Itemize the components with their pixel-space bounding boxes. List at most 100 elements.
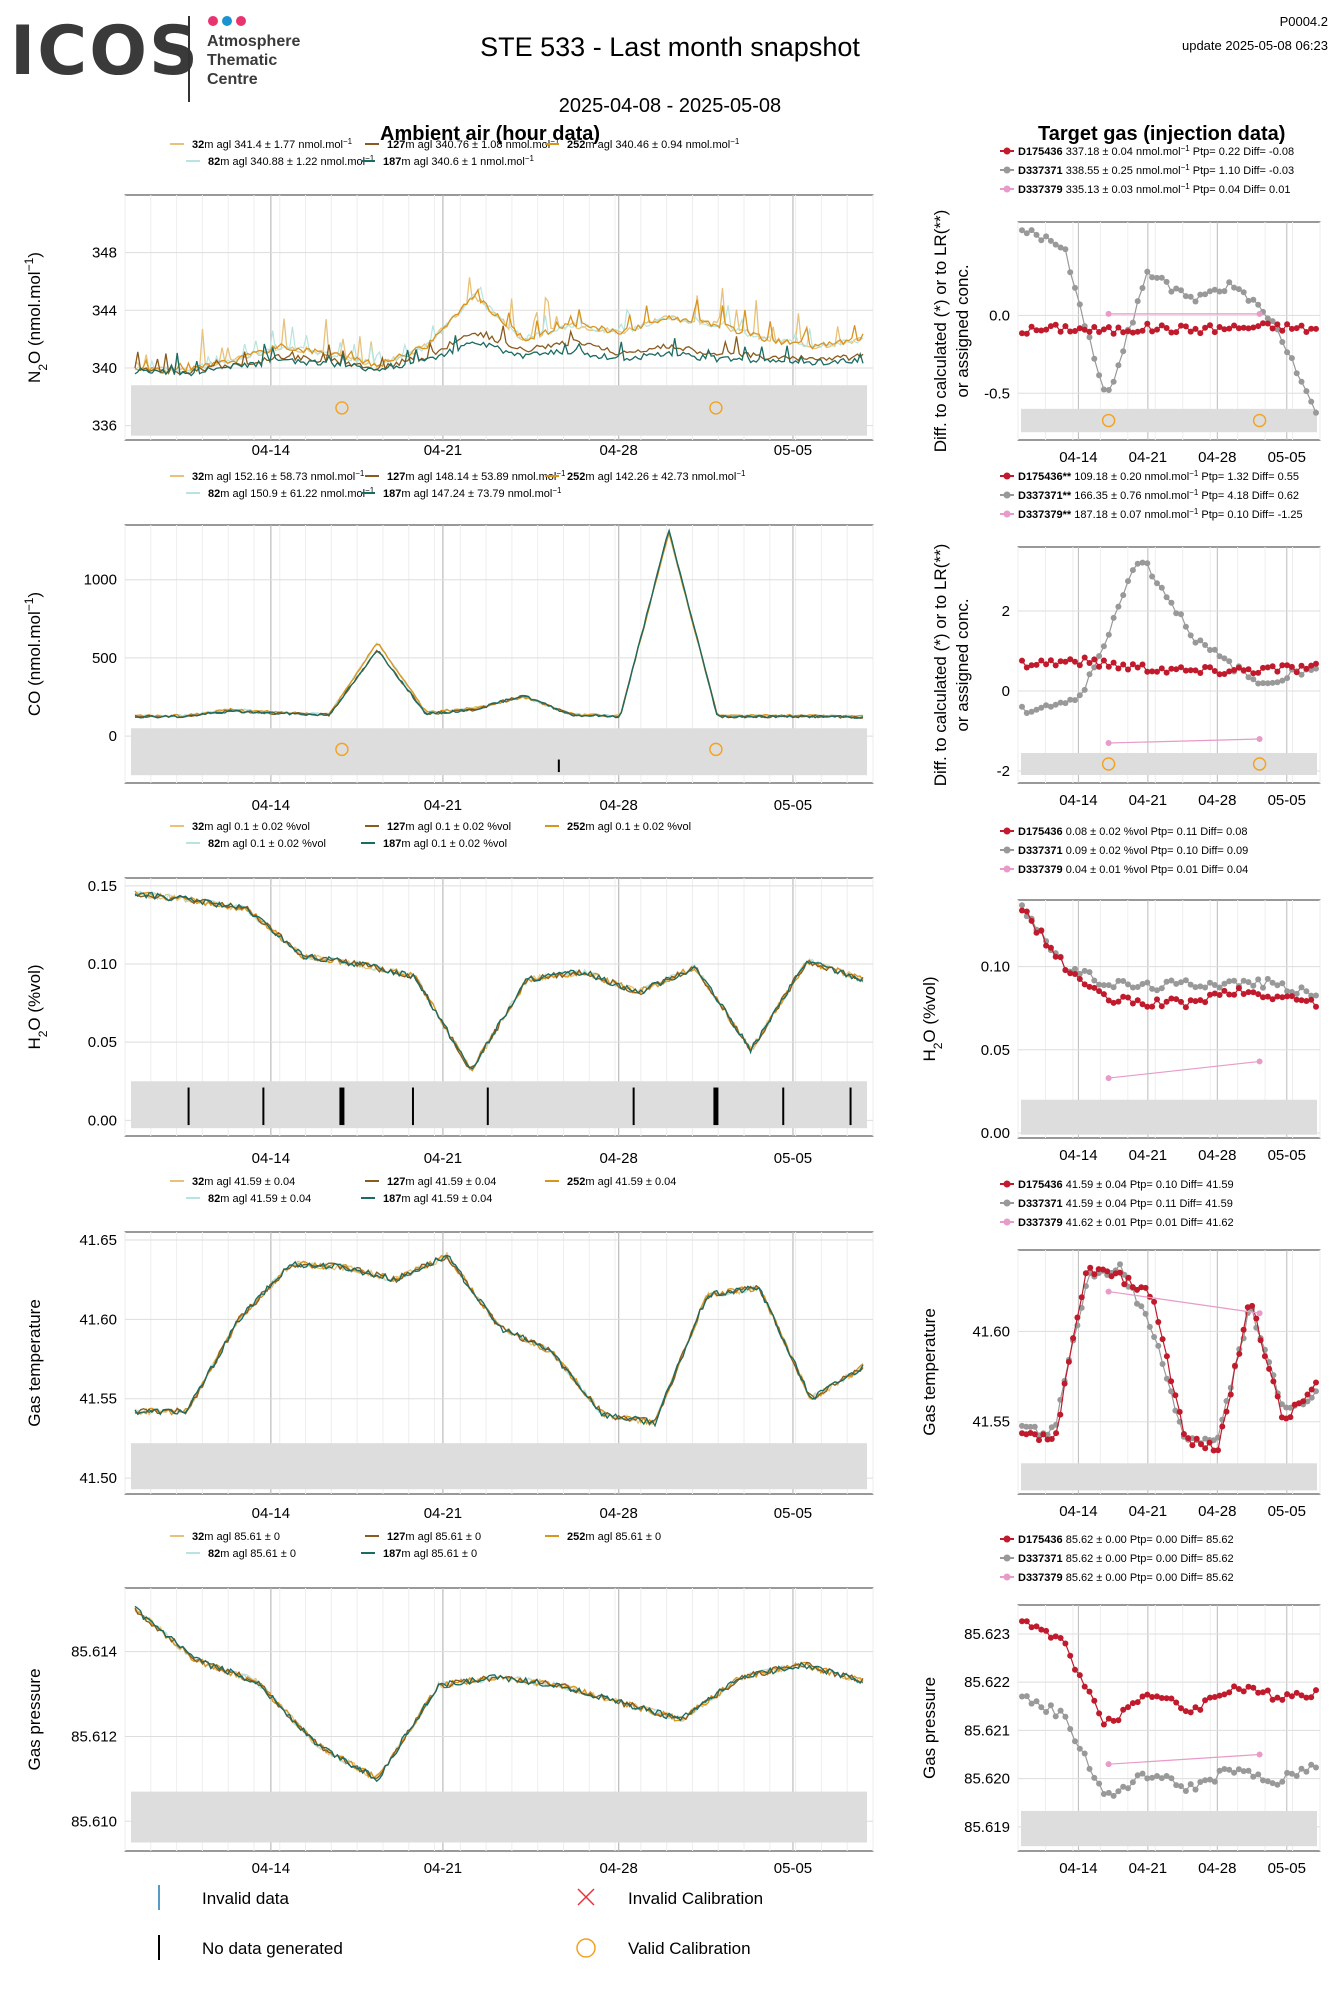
target-point — [1182, 977, 1189, 984]
valid-calibration-marker — [1252, 413, 1267, 428]
target-point — [1062, 967, 1069, 973]
target-point — [1091, 1271, 1098, 1278]
target-point — [1139, 1001, 1146, 1008]
legend-point — [1003, 1199, 1011, 1207]
target-point — [1270, 1378, 1277, 1385]
target-point — [1115, 977, 1122, 984]
target-point — [1110, 378, 1117, 385]
target-point — [1159, 1361, 1166, 1367]
target-point — [1250, 989, 1257, 996]
logo-dots-icon — [208, 16, 246, 26]
target-point — [1284, 662, 1291, 669]
target-point — [1033, 1698, 1040, 1705]
target-point — [1227, 1384, 1234, 1391]
y-tick-label: 0.10 — [88, 956, 117, 973]
target-point — [1240, 289, 1247, 296]
target-point — [1048, 1424, 1055, 1431]
page-code: P0004.2 — [1279, 14, 1328, 29]
target-point — [1313, 1764, 1319, 1771]
target-point — [1062, 658, 1069, 665]
target-point — [1057, 328, 1064, 335]
no-data-band — [1021, 408, 1317, 433]
target-point — [1274, 679, 1281, 686]
target-point — [1308, 1761, 1315, 1768]
target-point — [1086, 660, 1093, 666]
target-point — [1019, 227, 1025, 234]
target-plot-frame — [1017, 899, 1321, 1139]
target-point — [1052, 662, 1059, 669]
y-tick-label: 0.00 — [88, 1112, 117, 1129]
target-point — [1284, 988, 1291, 995]
target-point — [1187, 328, 1194, 335]
x-tick-label: 04-21 — [424, 1150, 462, 1167]
target-point — [1236, 1350, 1243, 1357]
y-tick-label: 0.10 — [981, 959, 1010, 976]
target-point — [1308, 667, 1315, 673]
target-point — [1187, 632, 1194, 639]
target-legend-entry: D337371 0.09 ± 0.02 %vol Ptp= 0.10 Diff=… — [1018, 845, 1248, 857]
target-point — [1117, 1269, 1123, 1276]
target-point — [1308, 992, 1315, 999]
target-legend-entry: D337371** 166.35 ± 0.76 nmol.mol−1 Ptp= … — [1018, 488, 1299, 503]
target-point — [1091, 656, 1098, 663]
target-point — [1303, 1694, 1310, 1701]
target-y-label: or assigned conc. — [953, 264, 972, 397]
target-point — [1125, 328, 1131, 335]
ambient-legend-entry: 252m agl 142.26 ± 42.73 nmol.mol−1 — [567, 469, 746, 484]
y-tick-label: 0.05 — [88, 1034, 117, 1051]
target-point — [1125, 1704, 1131, 1711]
target-point — [1072, 971, 1078, 977]
target-point — [1067, 1652, 1074, 1659]
target-point — [1125, 1274, 1132, 1281]
x-tick-label: 05-05 — [774, 1505, 812, 1522]
ambient-y-label: Gas pressure — [25, 1668, 44, 1770]
ambient-legend-entry: 252m agl 340.46 ± 0.94 nmol.mol−1 — [567, 137, 740, 152]
target-point — [1182, 293, 1189, 300]
target-point — [1231, 322, 1238, 329]
target-point — [1168, 1378, 1175, 1385]
target-point — [1120, 348, 1127, 355]
target-point — [1284, 349, 1291, 356]
target-point — [1105, 1761, 1112, 1768]
target-point — [1057, 658, 1064, 665]
target-point — [1100, 386, 1107, 393]
legend-point — [1003, 827, 1011, 835]
no-data-band — [1021, 1463, 1317, 1491]
target-point — [1120, 592, 1127, 599]
target-point — [1139, 661, 1146, 668]
x-tick-label: 04-21 — [1129, 792, 1167, 809]
target-point — [1038, 1704, 1045, 1711]
target-point — [1288, 355, 1295, 362]
ambient-legend-entry: 187m agl 0.1 ± 0.02 %vol — [383, 838, 507, 850]
target-point — [1149, 1003, 1156, 1010]
target-point — [1081, 967, 1088, 974]
target-point — [1250, 1773, 1257, 1780]
target-point — [1293, 370, 1300, 377]
target-point — [1187, 1781, 1194, 1788]
target-point — [1192, 1704, 1199, 1711]
y-tick-label: 0 — [1002, 683, 1010, 700]
x-tick-label: 04-28 — [599, 797, 637, 814]
target-point — [1298, 662, 1305, 669]
target-y-label: Diff. to calculated (*) or to LR(**) — [931, 544, 950, 787]
target-point — [1023, 710, 1030, 716]
target-point — [1293, 325, 1300, 332]
target-point — [1052, 1633, 1059, 1640]
target-point — [1163, 594, 1170, 601]
target-point — [1096, 981, 1103, 988]
target-point — [1115, 362, 1122, 369]
y-tick-label: 0.05 — [981, 1042, 1010, 1059]
target-point — [1274, 321, 1281, 328]
target-point — [1144, 268, 1151, 275]
target-legend-entry: D337379 335.13 ± 0.03 nmol.mol−1 Ptp= 0.… — [1018, 182, 1290, 197]
y-tick-label: 41.60 — [972, 1323, 1010, 1340]
target-point — [1081, 654, 1088, 661]
target-point — [1210, 1447, 1217, 1454]
no-data-band — [131, 728, 867, 776]
target-point — [1067, 696, 1074, 703]
target-point — [1250, 676, 1257, 683]
ambient-legend-entry: 127m agl 41.59 ± 0.04 — [387, 1176, 496, 1188]
ambient-legend-entry: 82m agl 41.59 ± 0.04 — [208, 1193, 311, 1205]
target-point — [1192, 298, 1199, 305]
target-point — [1134, 1772, 1141, 1779]
